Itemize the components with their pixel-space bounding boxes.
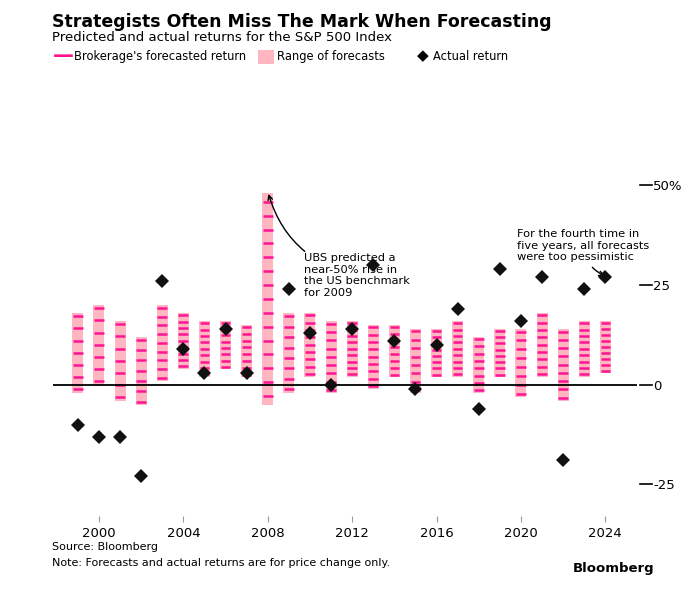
Bar <box>368 325 379 389</box>
Bar <box>178 313 189 369</box>
Text: —: — <box>52 46 74 66</box>
Text: For the fourth time in
five years, all forecasts
were too pessimistic: For the fourth time in five years, all f… <box>517 229 649 276</box>
Bar <box>157 305 168 381</box>
Bar <box>389 325 400 376</box>
Bar <box>558 329 568 401</box>
Text: ◆: ◆ <box>417 48 429 64</box>
Bar <box>515 329 526 396</box>
Text: Range of forecasts: Range of forecasts <box>277 50 385 63</box>
Bar <box>136 337 146 405</box>
Text: Bloomberg: Bloomberg <box>573 562 654 575</box>
Bar <box>494 329 505 376</box>
Bar <box>304 313 316 376</box>
Bar <box>115 321 125 401</box>
Bar <box>199 321 210 376</box>
Text: UBS predicted a
near-50% rise in
the US benchmark
for 2009: UBS predicted a near-50% rise in the US … <box>268 195 410 298</box>
Bar <box>473 337 484 392</box>
Bar <box>326 321 337 392</box>
Bar <box>220 321 231 369</box>
Bar <box>579 321 589 376</box>
Bar <box>452 321 463 376</box>
Bar <box>600 321 611 373</box>
Bar <box>431 329 442 376</box>
Text: Note: Forecasts and actual returns are for price change only.: Note: Forecasts and actual returns are f… <box>52 558 391 568</box>
Text: Source: Bloomberg: Source: Bloomberg <box>52 542 158 552</box>
Bar <box>72 313 83 392</box>
Bar <box>346 321 358 376</box>
Bar <box>284 313 294 392</box>
Bar <box>241 325 252 376</box>
Bar <box>537 313 547 376</box>
Bar <box>93 305 104 385</box>
Bar <box>262 194 273 405</box>
Bar <box>410 329 421 392</box>
Text: Brokerage's forecasted return: Brokerage's forecasted return <box>74 50 246 63</box>
Text: Actual return: Actual return <box>433 50 508 63</box>
Text: Predicted and actual returns for the S&P 500 Index: Predicted and actual returns for the S&P… <box>52 31 393 44</box>
Text: Strategists Often Miss The Mark When Forecasting: Strategists Often Miss The Mark When For… <box>52 13 552 31</box>
